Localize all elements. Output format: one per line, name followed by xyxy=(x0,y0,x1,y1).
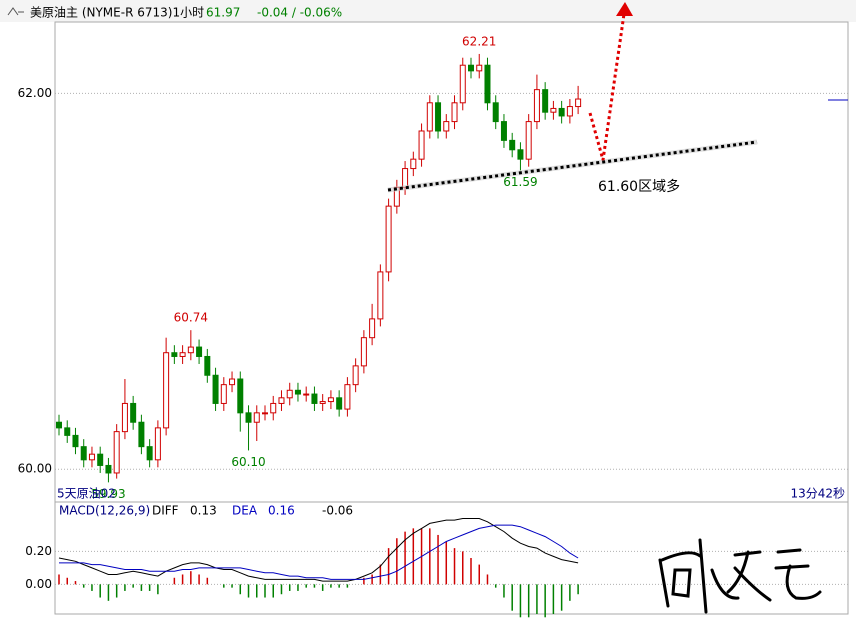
arrow-head xyxy=(616,2,633,16)
candle-body xyxy=(278,397,285,404)
candle-body xyxy=(179,352,186,357)
frame xyxy=(54,21,849,615)
candle-body xyxy=(80,446,87,461)
candle-body xyxy=(525,121,532,160)
trendline xyxy=(387,140,758,192)
candle-body xyxy=(410,158,417,170)
candle-body xyxy=(245,412,252,423)
footer-right: 13分42秒 xyxy=(790,487,845,501)
candle-body xyxy=(385,205,392,273)
candle-body xyxy=(97,453,104,466)
y-tick-label: 0.20 xyxy=(25,544,52,558)
candle-body xyxy=(130,402,137,423)
candle-body xyxy=(435,102,442,132)
candle-body xyxy=(566,106,573,117)
candle-body xyxy=(418,130,425,160)
candle-body xyxy=(319,401,326,404)
candle-body xyxy=(369,318,376,339)
candle-body xyxy=(121,402,128,433)
candle-body xyxy=(402,168,409,188)
candle-body xyxy=(558,107,565,117)
candle-body xyxy=(533,89,540,123)
candle-body xyxy=(509,139,516,151)
readout-diff: 0.13 xyxy=(190,504,217,518)
candle-body xyxy=(212,374,219,404)
candle-body xyxy=(196,346,203,357)
candle-body xyxy=(542,89,549,113)
last-price: 61.97 xyxy=(206,6,240,20)
macd-line xyxy=(58,518,579,582)
extreme-label: 62.21 xyxy=(462,34,496,48)
candle-body xyxy=(451,102,458,123)
candle-body xyxy=(154,427,161,461)
macd-title: MACD(12,26,9) xyxy=(59,504,150,518)
candle-body xyxy=(377,271,384,320)
extreme-label: 59.93 xyxy=(91,487,125,501)
candle-body xyxy=(220,384,227,404)
candle-body xyxy=(72,434,79,448)
candle-body xyxy=(171,352,178,357)
extreme-label: 61.59 xyxy=(503,175,537,189)
candle-body xyxy=(138,421,145,448)
candle-body xyxy=(484,64,491,104)
price-panel: 60.00 62.00 62.21 61.59 60.74 60.10 59.93 xyxy=(18,34,848,501)
y-tick-label: 62.00 xyxy=(18,86,52,100)
candle-body xyxy=(352,365,359,386)
candle-body xyxy=(237,378,244,414)
candle-body xyxy=(500,121,507,141)
readout-dea: 0.16 xyxy=(268,504,295,518)
extreme-label: 60.74 xyxy=(174,311,208,325)
symbol: 美原油主 (NYME-R 6713)1小时 xyxy=(30,6,204,20)
candle-body xyxy=(443,121,450,132)
candle-body xyxy=(64,427,71,436)
candle-body xyxy=(468,64,474,72)
candle-body xyxy=(262,412,268,415)
candle-body xyxy=(105,464,112,474)
legend-dea: DEA xyxy=(232,504,258,518)
candle-body xyxy=(229,378,236,386)
candle-body xyxy=(517,149,524,160)
candle-body xyxy=(163,352,170,429)
candle-body xyxy=(459,64,466,104)
candle-body xyxy=(204,355,211,376)
candle-body xyxy=(56,421,62,429)
annotation: 61.60区域多 xyxy=(598,178,680,195)
candle-body xyxy=(344,384,351,410)
candle-body xyxy=(476,64,483,72)
candle-body xyxy=(88,453,95,461)
candle-body xyxy=(575,98,582,108)
macd-panel: 0.00 0.20 xyxy=(25,518,848,618)
candle-body xyxy=(550,107,557,113)
candle-body xyxy=(294,389,301,395)
candle-body xyxy=(286,389,293,399)
candle-body xyxy=(311,393,318,404)
candle-body xyxy=(426,102,433,132)
extreme-label: 60.10 xyxy=(231,455,265,469)
candle-body xyxy=(270,402,277,414)
candle-body xyxy=(253,412,260,423)
candle-body xyxy=(303,393,310,396)
legend-diff: DIFF xyxy=(152,504,179,518)
forecast-arrow xyxy=(588,13,626,161)
price-change: -0.04 / -0.06% xyxy=(257,6,342,20)
candle-body xyxy=(336,397,343,410)
signature xyxy=(658,538,822,614)
readout-macd: -0.06 xyxy=(322,504,353,518)
y-tick-label: 60.00 xyxy=(18,462,52,476)
candle-body xyxy=(187,346,194,354)
footer-left: 5天原油02 xyxy=(57,487,116,501)
icon xyxy=(7,7,24,16)
header-bar xyxy=(0,0,856,22)
candle-body xyxy=(113,431,120,474)
candle-body xyxy=(146,446,153,461)
macd-line xyxy=(59,524,579,580)
candle-body xyxy=(492,102,499,123)
candle-body xyxy=(360,337,367,367)
y-tick-label: 0.00 xyxy=(25,577,52,591)
candle-body xyxy=(327,397,334,403)
